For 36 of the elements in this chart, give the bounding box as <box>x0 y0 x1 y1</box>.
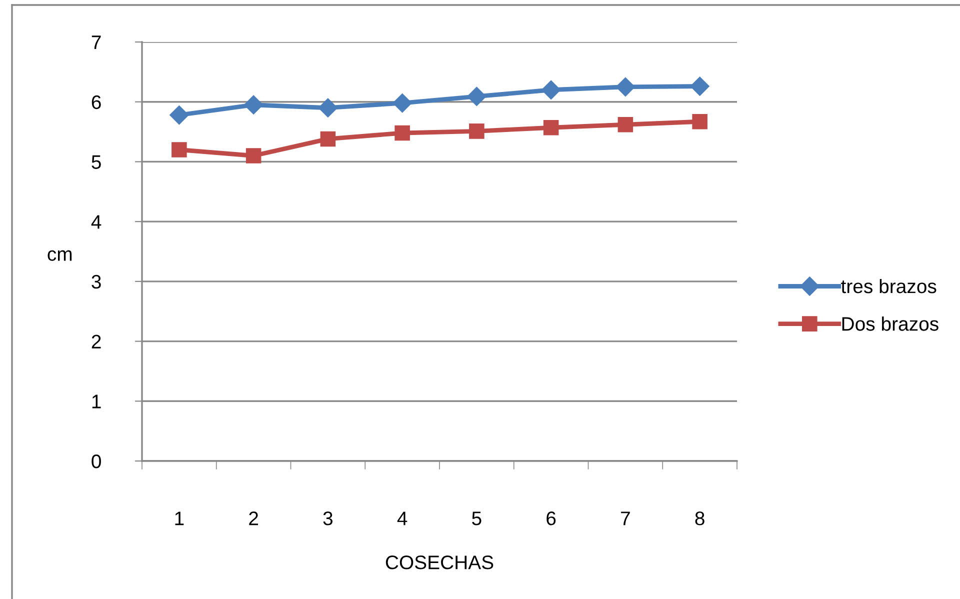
x-tick-label: 6 <box>546 512 556 526</box>
point <box>244 95 264 114</box>
y-axis-title: cm <box>48 250 72 261</box>
point <box>692 114 708 130</box>
point <box>690 76 710 96</box>
point <box>543 120 559 136</box>
y-tick-label: 2 <box>92 334 101 348</box>
x-tick-label: 2 <box>249 512 258 526</box>
x-tick-label: 4 <box>397 512 408 526</box>
y-tick-label: 3 <box>92 274 101 289</box>
point <box>618 116 634 132</box>
y-tick-label: 7 <box>92 36 101 50</box>
x-tick-label: 5 <box>472 512 482 526</box>
y-tick-label: 5 <box>92 155 101 169</box>
y-tick-label: 4 <box>91 215 102 229</box>
x-tick-label: 7 <box>621 512 630 526</box>
point <box>616 77 635 96</box>
legend-label: Dos brazos <box>842 316 938 331</box>
x-axis-title: COSECHAS <box>386 556 494 570</box>
x-tick-label: 8 <box>695 512 704 526</box>
point <box>170 105 189 125</box>
x-tick-label: 1 <box>175 512 184 526</box>
x-tick-label: 3 <box>323 512 332 526</box>
point <box>392 94 412 113</box>
y-tick-label: 6 <box>92 95 101 110</box>
point <box>320 131 336 147</box>
point <box>542 80 561 100</box>
y-tick-label: 1 <box>92 394 101 408</box>
point <box>172 142 187 158</box>
legend-label: tres brazos <box>841 278 936 294</box>
point <box>469 124 484 139</box>
point <box>394 125 410 141</box>
point <box>246 148 262 164</box>
y-tick-label: 0 <box>92 454 101 468</box>
point <box>467 86 486 106</box>
point <box>318 98 338 118</box>
